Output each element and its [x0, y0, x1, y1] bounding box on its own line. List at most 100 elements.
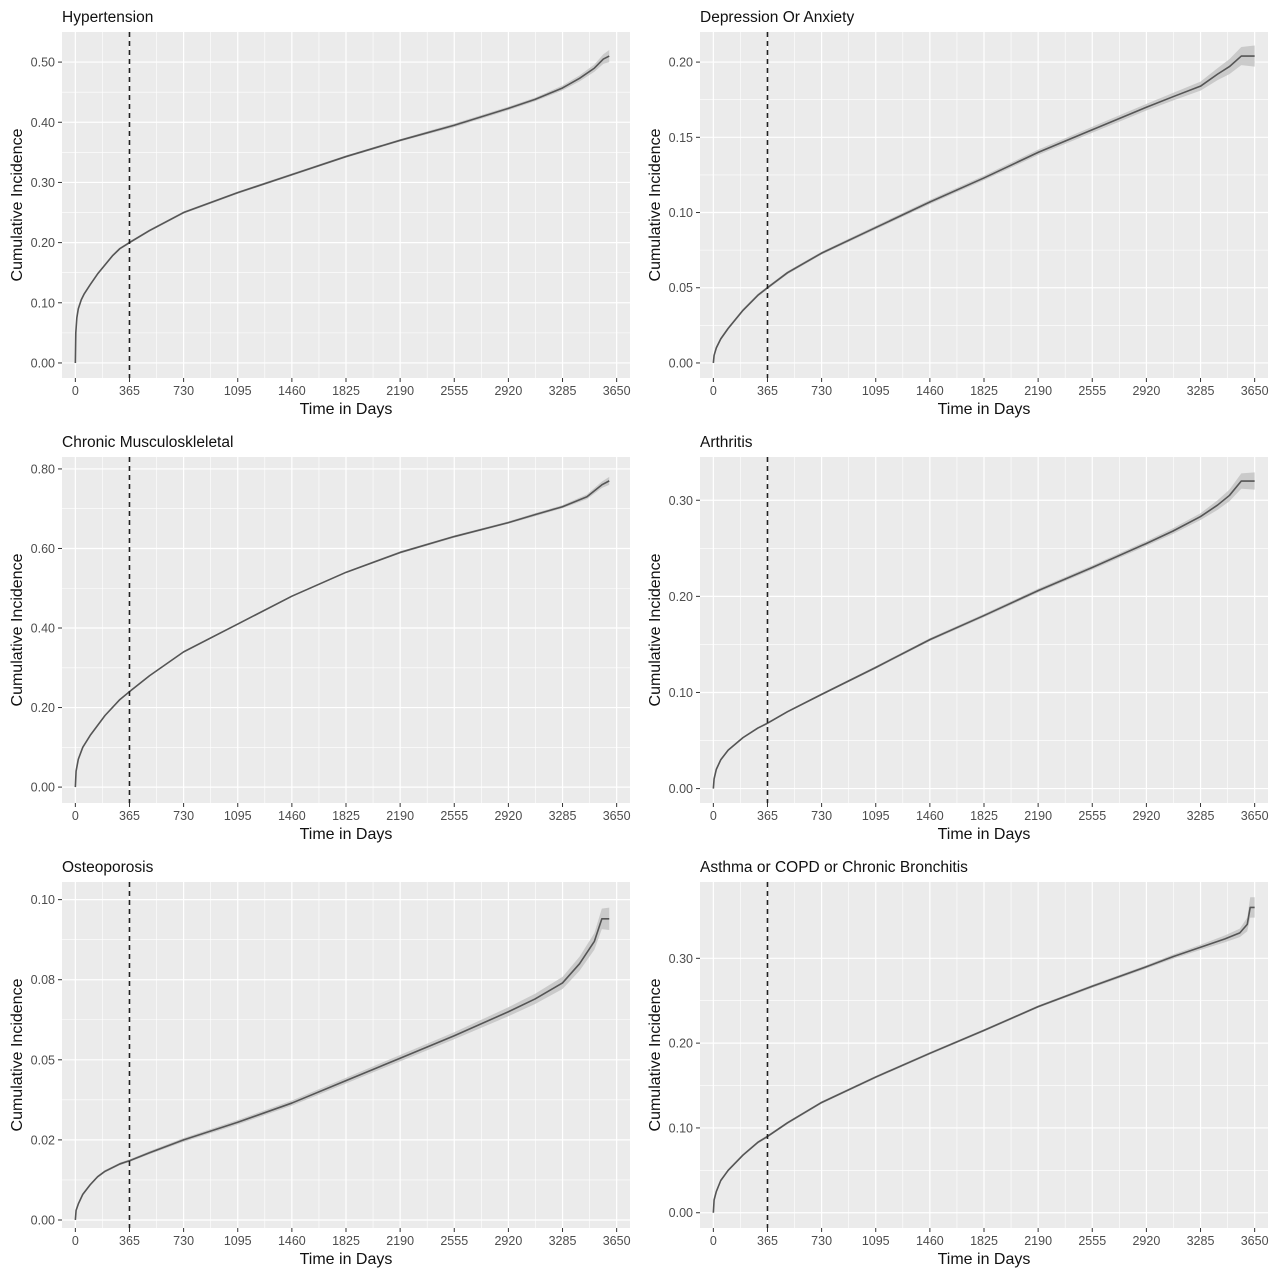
y-tick-label: 0.30: [31, 176, 55, 190]
chart-panel-1: 0 365 730 1095 1460 1825 2190 2555 2920 3285 3650 0…: [638, 0, 1278, 426]
x-tick-label: 2555: [1078, 1234, 1106, 1248]
x-tick-label: 3650: [1241, 1234, 1269, 1248]
chart-panel-5: 0 365 730 1095 1460 1825 2190 2555 2920 3285 3650 0…: [638, 850, 1278, 1276]
x-axis-label: Time in Days: [938, 1251, 1031, 1268]
x-tick-label: 1460: [278, 1234, 306, 1248]
chart-svg: 0 365 730 1095 1460 1825 2190 2555 2920 3285 3650 0…: [9, 859, 631, 1268]
x-tick-label: 1825: [970, 384, 998, 398]
x-tick-label: 0: [710, 809, 717, 823]
y-tick-label: 0.20: [669, 1037, 693, 1051]
x-tick-label: 3650: [603, 809, 631, 823]
y-tick-label: 0.30: [669, 494, 693, 508]
x-tick-label: 2190: [386, 809, 414, 823]
y-tick-label: 0.20: [31, 236, 55, 250]
y-axis-label: Cumulative Incidence: [9, 128, 26, 281]
x-tick-label: 2920: [494, 809, 522, 823]
chart-panel-0: 0 365 730 1095 1460 1825 2190 2555 2920 3285 3650 0…: [0, 0, 640, 426]
y-tick-label: 0.08: [31, 973, 55, 987]
y-tick-label: 0.00: [31, 781, 55, 795]
chart-svg: 0 365 730 1095 1460 1825 2190 2555 2920 3285 3650 0…: [647, 434, 1269, 843]
x-tick-label: 365: [757, 809, 778, 823]
x-tick-label: 1825: [332, 384, 360, 398]
x-tick-label: 1095: [862, 1234, 890, 1248]
x-tick-label: 365: [757, 384, 778, 398]
x-tick-label: 2920: [1132, 809, 1160, 823]
x-tick-label: 1825: [332, 1234, 360, 1248]
x-tick-label: 2920: [1132, 1234, 1160, 1248]
chart-panel-2: 0 365 730 1095 1460 1825 2190 2555 2920 3285 3650 0…: [0, 425, 640, 851]
x-tick-label: 365: [119, 1234, 140, 1248]
x-axis-label: Time in Days: [300, 401, 393, 418]
y-tick-label: 0.15: [669, 131, 693, 145]
chart-svg: 0 365 730 1095 1460 1825 2190 2555 2920 3285 3650 0…: [9, 434, 631, 843]
x-tick-label: 2190: [386, 1234, 414, 1248]
y-tick-label: 0.00: [669, 1206, 693, 1220]
x-axis-label: Time in Days: [300, 826, 393, 843]
x-tick-label: 2555: [440, 384, 468, 398]
chart-panel-4: 0 365 730 1095 1460 1825 2190 2555 2920 3285 3650 0…: [0, 850, 640, 1276]
x-tick-label: 3650: [603, 1234, 631, 1248]
cumulative-incidence-line: [712, 906, 1255, 1213]
cumulative-incidence-line: [712, 55, 1255, 364]
y-tick-label: 0.00: [31, 1213, 55, 1227]
x-tick-label: 730: [173, 1234, 194, 1248]
x-tick-label: 0: [710, 384, 717, 398]
x-axis-label: Time in Days: [938, 401, 1031, 418]
x-tick-label: 730: [811, 1234, 832, 1248]
x-axis-label: Time in Days: [938, 826, 1031, 843]
panel-title: Osteoporosis: [62, 859, 154, 876]
x-axis-label: Time in Days: [300, 1251, 393, 1268]
x-tick-label: 3650: [1241, 809, 1269, 823]
y-tick-label: 0.00: [31, 356, 55, 370]
x-tick-label: 1825: [970, 1234, 998, 1248]
x-tick-label: 0: [72, 384, 79, 398]
y-tick-label: 0.10: [669, 686, 693, 700]
x-tick-label: 730: [173, 384, 194, 398]
x-tick-label: 2920: [1132, 384, 1160, 398]
x-tick-label: 3650: [1241, 384, 1269, 398]
x-tick-label: 1460: [278, 809, 306, 823]
y-tick-label: 0.05: [31, 1053, 55, 1067]
panel-title: Asthma or COPD or Chronic Bronchitis: [700, 859, 968, 876]
cumulative-incidence-line: [74, 55, 610, 363]
x-tick-label: 1095: [224, 1234, 252, 1248]
x-tick-label: 1460: [916, 384, 944, 398]
y-tick-label: 0.40: [31, 622, 55, 636]
x-tick-label: 1095: [224, 384, 252, 398]
x-tick-label: 365: [119, 809, 140, 823]
cumulative-incidence-line: [74, 480, 610, 788]
x-tick-label: 730: [811, 809, 832, 823]
x-tick-label: 3285: [549, 809, 577, 823]
minor-grid: [700, 32, 1268, 378]
x-tick-label: 1460: [278, 384, 306, 398]
x-tick-label: 0: [72, 809, 79, 823]
y-axis-label: Cumulative Incidence: [647, 978, 664, 1131]
x-tick-label: 1825: [970, 809, 998, 823]
panel-title: Arthritis: [700, 434, 753, 451]
y-tick-label: 0.00: [669, 782, 693, 796]
panel-title: Depression Or Anxiety: [700, 9, 854, 26]
y-tick-label: 0.10: [31, 296, 55, 310]
y-tick-label: 0.60: [31, 542, 55, 556]
y-tick-label: 0.20: [669, 590, 693, 604]
x-tick-label: 2190: [1024, 809, 1052, 823]
x-tick-label: 365: [757, 1234, 778, 1248]
x-tick-label: 730: [811, 384, 832, 398]
x-tick-label: 3285: [1187, 384, 1215, 398]
chart-svg: 0 365 730 1095 1460 1825 2190 2555 2920 3285 3650 0…: [647, 9, 1269, 418]
x-tick-label: 730: [173, 809, 194, 823]
x-tick-label: 2555: [1078, 809, 1106, 823]
x-tick-label: 3650: [603, 384, 631, 398]
y-tick-label: 0.10: [669, 206, 693, 220]
x-tick-label: 2190: [1024, 384, 1052, 398]
y-tick-label: 0.05: [669, 281, 693, 295]
panel-title: Chronic Musculoskleletal: [62, 434, 233, 451]
y-tick-label: 0.50: [31, 56, 55, 70]
x-tick-label: 1460: [916, 809, 944, 823]
y-axis-label: Cumulative Incidence: [9, 553, 26, 706]
x-tick-label: 1460: [916, 1234, 944, 1248]
y-tick-label: 0.20: [669, 56, 693, 70]
x-tick-label: 2920: [494, 384, 522, 398]
x-tick-label: 3285: [549, 1234, 577, 1248]
x-tick-label: 2190: [1024, 1234, 1052, 1248]
